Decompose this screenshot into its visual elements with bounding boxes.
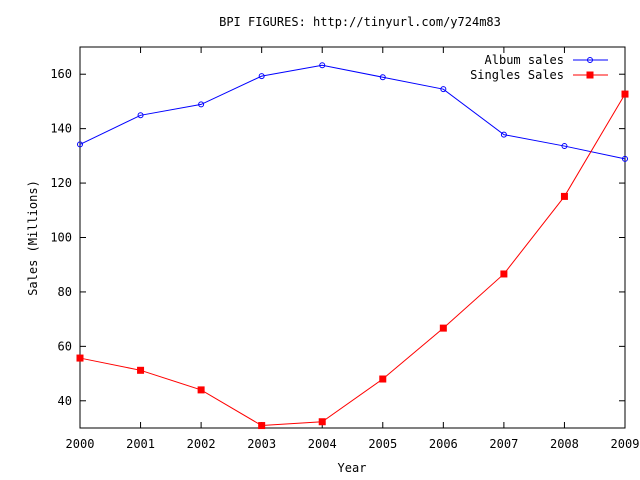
x-tick-label: 2007 bbox=[489, 437, 518, 451]
legend-label-singles-sales: Singles Sales bbox=[470, 68, 564, 82]
legend-label-album-sales: Album sales bbox=[485, 53, 564, 67]
chart-title: BPI FIGURES: http://tinyurl.com/y724m83 bbox=[219, 15, 501, 29]
x-tick-label: 2003 bbox=[247, 437, 276, 451]
data-point-album-sales bbox=[561, 143, 568, 150]
data-point-singles-sales bbox=[500, 270, 508, 278]
x-tick-label: 2002 bbox=[187, 437, 216, 451]
legend-marker-singles-sales bbox=[586, 71, 594, 79]
series-line-album-sales bbox=[79, 64, 626, 160]
data-point-album-sales bbox=[198, 101, 205, 108]
y-tick-label: 60 bbox=[58, 339, 72, 353]
x-tick-label: 2004 bbox=[308, 437, 337, 451]
data-point-singles-sales bbox=[379, 375, 387, 383]
legend-marker-album-sales bbox=[587, 57, 593, 63]
y-tick-label: 80 bbox=[58, 285, 72, 299]
data-point-album-sales bbox=[137, 112, 144, 119]
data-point-album-sales bbox=[440, 86, 447, 93]
data-point-singles-sales bbox=[318, 418, 326, 426]
x-tick-label: 2008 bbox=[550, 437, 579, 451]
data-point-singles-sales bbox=[560, 192, 568, 200]
x-tick-label: 2009 bbox=[611, 437, 640, 451]
x-tick-label: 2006 bbox=[429, 437, 458, 451]
plot-frame bbox=[79, 46, 626, 429]
data-point-album-sales bbox=[500, 131, 507, 138]
y-tick-label: 100 bbox=[50, 231, 72, 245]
y-tick-label: 40 bbox=[58, 394, 72, 408]
x-axis-label: Year bbox=[338, 461, 367, 475]
data-point-album-sales bbox=[379, 74, 386, 81]
x-tick-label: 2005 bbox=[368, 437, 397, 451]
data-point-singles-sales bbox=[621, 90, 629, 98]
data-point-album-sales bbox=[622, 155, 628, 162]
data-point-singles-sales bbox=[258, 422, 266, 430]
y-tick-label: 140 bbox=[50, 122, 72, 136]
y-axis-label: Sales (Millions) bbox=[26, 180, 40, 296]
data-point-singles-sales bbox=[439, 324, 447, 332]
data-point-singles-sales bbox=[137, 366, 145, 374]
data-point-album-sales bbox=[319, 62, 326, 69]
data-point-album-sales bbox=[77, 141, 83, 148]
data-point-singles-sales bbox=[197, 386, 205, 394]
series-line-singles-sales bbox=[79, 93, 626, 427]
data-point-singles-sales bbox=[76, 354, 84, 362]
data-point-album-sales bbox=[258, 73, 265, 80]
x-tick-label: 2000 bbox=[66, 437, 95, 451]
x-tick-label: 2001 bbox=[126, 437, 155, 451]
y-tick-label: 120 bbox=[50, 176, 72, 190]
y-tick-label: 160 bbox=[50, 67, 72, 81]
